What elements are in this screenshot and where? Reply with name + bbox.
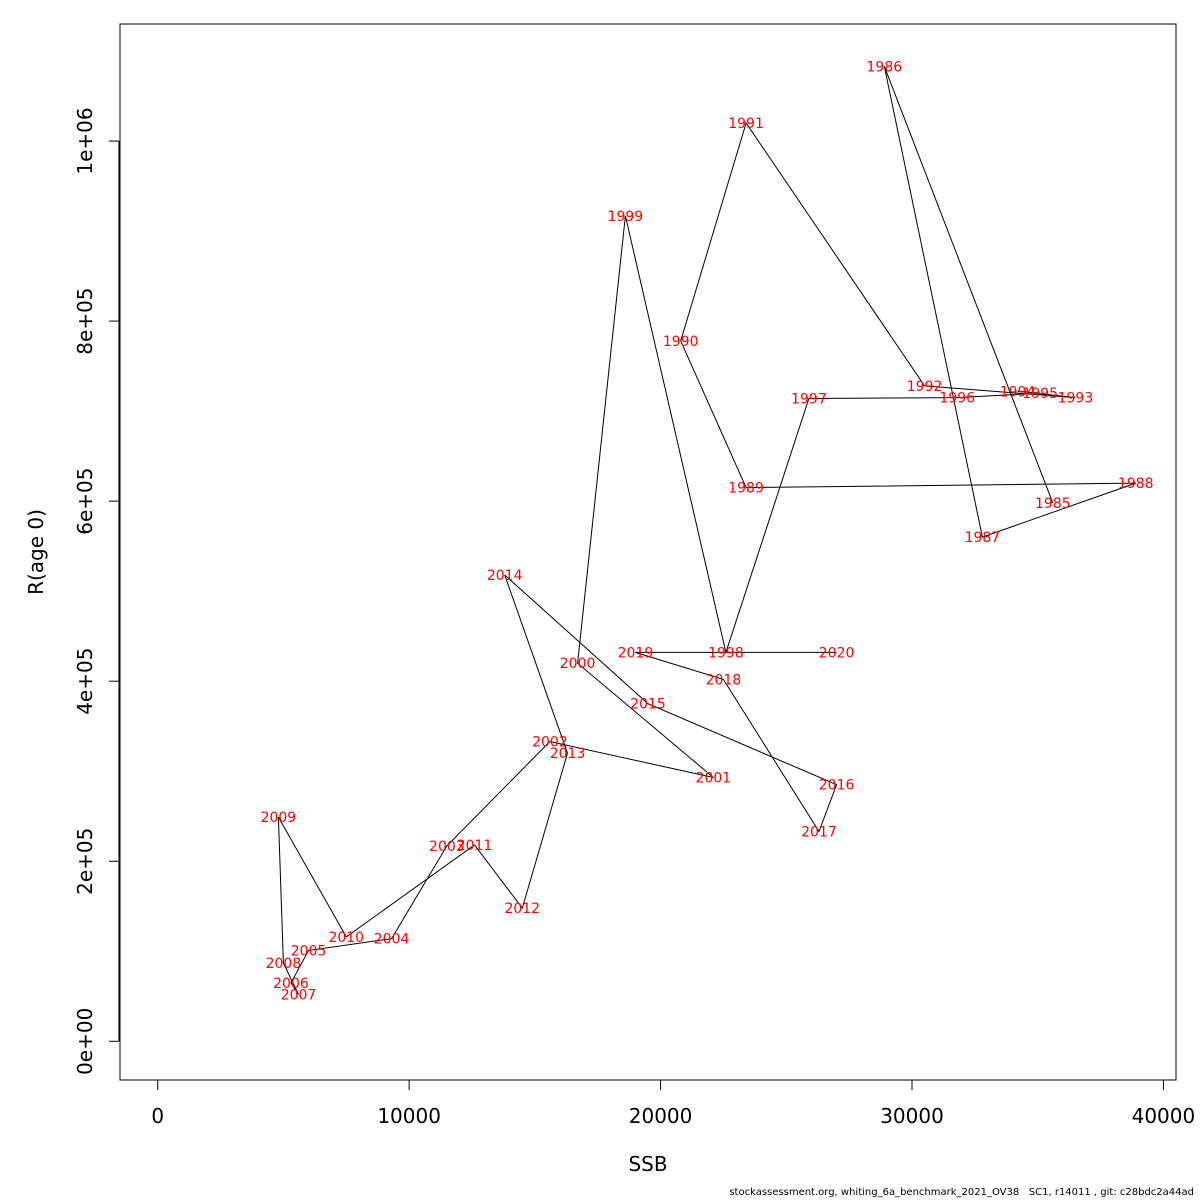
year-label-2019: 2019: [618, 645, 654, 661]
year-label-2017: 2017: [801, 825, 837, 841]
year-label-1987: 1987: [965, 530, 1001, 546]
year-label-2001: 2001: [696, 771, 732, 787]
year-label-2002: 2002: [532, 735, 568, 751]
x-tick-label: 10000: [377, 1104, 441, 1128]
year-label-2010: 2010: [328, 930, 364, 946]
trajectory-line: [277, 66, 1136, 995]
year-label-2003: 2003: [429, 839, 465, 855]
year-label-2007: 2007: [281, 987, 317, 1003]
year-label-1993: 1993: [1058, 391, 1094, 407]
year-label-2016: 2016: [819, 778, 855, 794]
year-label-1991: 1991: [728, 116, 764, 132]
y-axis-title: R(age 0): [24, 509, 48, 595]
y-tick-label: 2e+05: [73, 828, 97, 895]
x-axis-title: SSB: [628, 1152, 667, 1176]
year-label-2020: 2020: [819, 645, 855, 661]
x-tick-label: 20000: [629, 1104, 693, 1128]
y-tick-label: 4e+05: [73, 648, 97, 715]
year-label-2018: 2018: [706, 672, 742, 688]
year-label-1985: 1985: [1035, 496, 1071, 512]
year-labels: 1985 1986 1987 1988 1989 1990 1991 1992 1993 1994…: [261, 59, 1154, 1003]
y-tick-label: 6e+05: [73, 468, 97, 535]
year-label-2012: 2012: [504, 901, 540, 917]
year-label-1996: 1996: [939, 391, 975, 407]
year-label-1989: 1989: [728, 481, 764, 497]
year-label-2000: 2000: [560, 656, 596, 672]
year-label-2005: 2005: [291, 943, 327, 959]
year-label-2009: 2009: [261, 810, 297, 826]
year-label-1997: 1997: [791, 392, 827, 408]
year-label-1999: 1999: [608, 209, 644, 225]
y-tick-label: 8e+05: [73, 287, 97, 354]
y-tick-label: 0e+00: [73, 1008, 97, 1075]
year-label-1998: 1998: [708, 645, 744, 661]
x-axis: 0 10000 20000 30000 40000: [151, 1079, 1196, 1128]
year-label-2014: 2014: [487, 568, 523, 584]
year-label-1986: 1986: [867, 59, 903, 75]
year-label-2013: 2013: [550, 746, 586, 762]
year-label-2015: 2015: [630, 697, 666, 713]
year-label-1995: 1995: [1022, 386, 1058, 402]
year-label-2011: 2011: [457, 838, 493, 854]
year-label-1994: 1994: [1000, 384, 1036, 400]
year-label-2006: 2006: [273, 976, 309, 992]
y-axis: 0e+00 2e+05 4e+05 6e+05 8e+05 1e+06: [73, 107, 120, 1075]
footer-credit: stockassessment.org, whiting_6a_benchmar…: [729, 1187, 1194, 1198]
plot-box: [119, 23, 1177, 1081]
year-label-1992: 1992: [907, 379, 943, 395]
year-label-2004: 2004: [374, 932, 410, 948]
year-label-1990: 1990: [663, 334, 699, 350]
y-tick-label: 1e+06: [73, 107, 97, 174]
year-label-1988: 1988: [1118, 476, 1154, 492]
year-label-2008: 2008: [266, 956, 302, 972]
x-tick-label: 40000: [1132, 1104, 1196, 1128]
x-tick-label: 30000: [880, 1104, 944, 1128]
x-tick-label: 0: [151, 1104, 164, 1128]
